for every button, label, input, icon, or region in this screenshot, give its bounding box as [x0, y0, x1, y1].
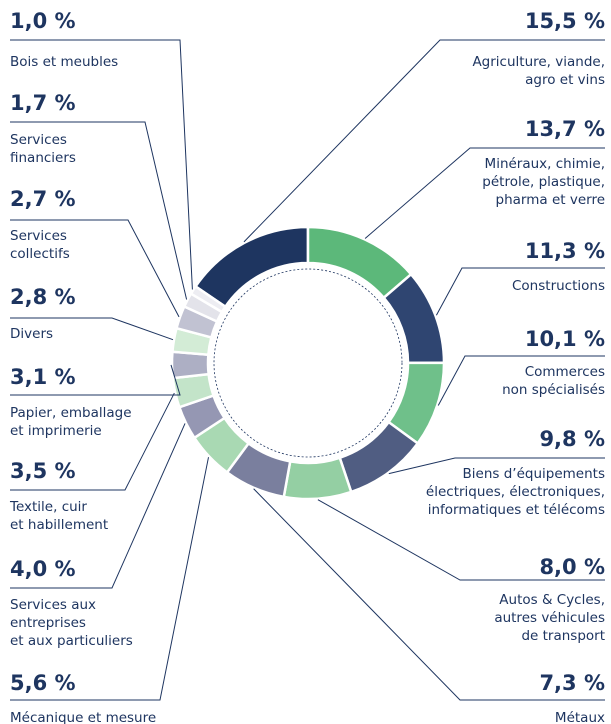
donut-segment — [193, 225, 310, 309]
leader-line — [10, 317, 174, 341]
category-label: Métaux — [555, 710, 605, 724]
value-label: 15,5 % — [525, 9, 605, 33]
leader-line — [364, 147, 605, 239]
category-label: Agriculture, viande, agro et vins — [472, 54, 605, 88]
donut-segment — [282, 456, 353, 501]
category-label: Services aux entreprises et aux particulie… — [10, 597, 133, 649]
category-label: Services financiers — [10, 132, 76, 166]
category-label: Minéraux, chimie, pétrole, plastique, phar… — [482, 156, 605, 208]
category-label-line: Services aux — [10, 597, 96, 613]
value-label: 3,1 % — [10, 365, 76, 389]
category-label-line: Divers — [10, 326, 53, 342]
category-label-line: autres véhicules — [494, 610, 605, 626]
leader-line — [10, 392, 175, 491]
category-label: Constructions — [512, 278, 605, 294]
value-label: 1,7 % — [10, 91, 76, 115]
category-label-line: Bois et meubles — [10, 54, 118, 70]
category-label-line: et imprimerie — [10, 423, 102, 439]
category-label-line: informatiques et télécoms — [428, 502, 605, 518]
category-label: Divers — [10, 326, 53, 342]
value-label: 9,8 % — [539, 427, 605, 451]
value-label: 3,5 % — [10, 459, 76, 483]
category-label-line: Commerces — [525, 364, 605, 380]
category-label: Mécanique et mesure — [10, 710, 156, 724]
category-label: Papier, emballage et imprimerie — [10, 405, 132, 439]
category-label-line: financiers — [10, 150, 76, 166]
category-label-line: électriques, électroniques, — [426, 484, 605, 500]
value-label: 4,0 % — [10, 557, 76, 581]
category-label: Services collectifs — [10, 228, 70, 262]
donut-segment — [170, 350, 211, 380]
leader-line — [10, 423, 186, 589]
category-label: Textile, cuir et habillement — [9, 499, 108, 533]
category-label: Bois et meubles — [10, 54, 118, 70]
leader-line — [10, 39, 193, 290]
value-label: 13,7 % — [525, 117, 605, 141]
value-label: 2,7 % — [10, 187, 76, 211]
category-label-line: pétrole, plastique, — [482, 174, 605, 190]
value-label: 2,8 % — [10, 285, 76, 309]
category-label-line: Papier, emballage — [10, 405, 132, 421]
value-label: 10,1 % — [525, 327, 605, 351]
value-label: 1,0 % — [10, 9, 76, 33]
category-label-line: de transport — [521, 628, 605, 644]
leader-line — [10, 121, 188, 300]
leader-line — [437, 355, 605, 406]
category-label-line: entreprises — [10, 615, 86, 631]
leader-line — [317, 499, 605, 581]
category-label-line: Biens d’équipements — [463, 466, 605, 482]
category-label-line: Agriculture, viande, — [472, 54, 605, 70]
leader-line — [10, 364, 181, 396]
category-label-line: Métaux — [555, 710, 605, 724]
category-label-line: Services — [10, 228, 67, 244]
category-label-line: non spécialisés — [502, 382, 605, 398]
leader-line — [435, 267, 605, 316]
leader-line — [253, 488, 605, 701]
category-label-line: pharma et verre — [496, 192, 605, 208]
value-label: 5,6 % — [10, 671, 76, 695]
category-label-line: Constructions — [512, 278, 605, 294]
category-label-line: et aux particuliers — [10, 633, 133, 649]
value-label: 7,3 % — [539, 671, 605, 695]
leader-line — [388, 457, 605, 475]
donut-segment — [189, 284, 228, 314]
category-label: Commerces non spécialisés — [502, 364, 605, 398]
category-label: Autos & Cycles, autres véhicules de transp… — [494, 592, 605, 644]
category-label-line: Minéraux, chimie, — [485, 156, 605, 172]
category-label-line: Mécanique et mesure — [10, 710, 156, 724]
category-label: Biens d’équipements électriques, électron… — [426, 466, 605, 518]
value-label: 8,0 % — [539, 555, 605, 579]
value-label: 11,3 % — [525, 239, 605, 263]
category-label-line: collectifs — [10, 246, 70, 262]
leader-line — [10, 219, 180, 318]
category-label-line: et habillement — [10, 517, 108, 533]
category-label-line: Services — [10, 132, 67, 148]
category-label-line: Textile, cuir — [9, 499, 87, 515]
inner-dashed-circle — [213, 268, 403, 458]
category-label-line: Autos & Cycles, — [499, 592, 605, 608]
leader-line — [243, 39, 605, 243]
category-label-line: agro et vins — [525, 72, 605, 88]
leader-line — [10, 457, 209, 701]
